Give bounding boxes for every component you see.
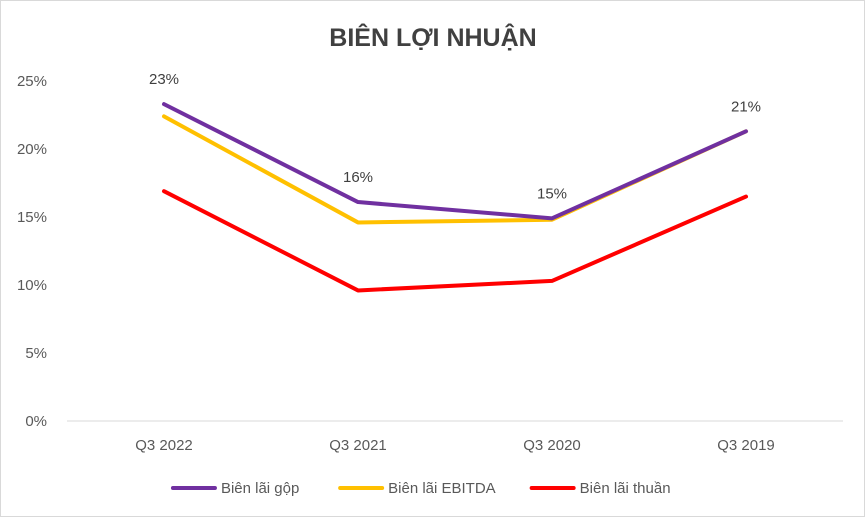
- x-tick-label: Q3 2020: [523, 437, 581, 454]
- y-tick-label: 5%: [25, 345, 47, 362]
- data-labels: 23% 16% 15% 21%: [149, 71, 761, 202]
- chart-title: BIÊN LỢI NHUẬN: [329, 22, 536, 52]
- data-label: 23%: [149, 71, 179, 88]
- x-tick-label: Q3 2022: [135, 437, 193, 454]
- legend-label: Biên lãi gộp: [221, 480, 299, 497]
- x-axis: Q3 2022 Q3 2021 Q3 2020 Q3 2019: [67, 420, 843, 454]
- legend: Biên lãi gộp Biên lãi EBITDA Biên lãi thuầ…: [170, 480, 671, 497]
- y-tick-label: 20%: [17, 141, 47, 158]
- data-label: 21%: [731, 98, 761, 115]
- data-label: 16%: [343, 169, 373, 186]
- y-tick-label: 10%: [17, 277, 47, 294]
- data-label: 15%: [537, 185, 567, 202]
- y-tick-label: 25%: [17, 73, 47, 90]
- series-lines: [162, 102, 748, 293]
- x-tick-label: Q3 2021: [329, 437, 387, 454]
- y-axis: 0% 5% 10% 15% 20% 25%: [17, 73, 47, 430]
- legend-label: Biên lãi EBITDA: [388, 480, 496, 497]
- series-line: [162, 102, 748, 221]
- y-tick-label: 15%: [17, 209, 47, 226]
- series-line: [162, 189, 748, 293]
- y-tick-label: 0%: [25, 413, 47, 430]
- legend-label: Biên lãi thuần: [580, 480, 671, 497]
- x-tick-label: Q3 2019: [717, 437, 775, 454]
